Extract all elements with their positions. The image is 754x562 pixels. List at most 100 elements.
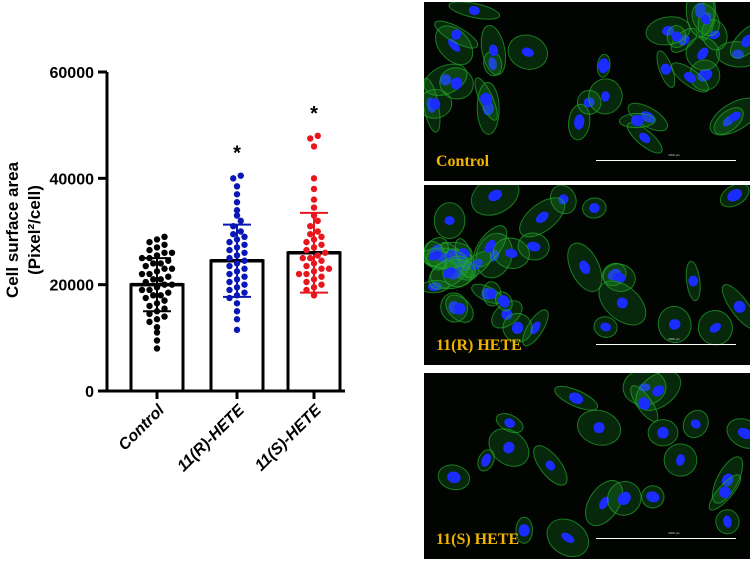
data-point [146,286,153,294]
cell-surface-area-chart: Cell surface area (Pixel²/cell) 0 20000 40… [3,65,345,475]
cell-nucleus [600,322,611,332]
cell-nucleus [671,31,682,42]
data-point [153,345,161,352]
cell-nucleus [657,426,669,439]
data-point [153,252,161,259]
data-point [241,265,248,272]
cell-nucleus [630,114,644,127]
data-point [146,254,153,262]
data-point [157,276,164,283]
data-point [233,212,241,219]
cell-nucleus [450,77,463,90]
data-point [307,222,314,230]
data-point [138,270,146,278]
data-point [153,244,161,251]
micrograph-11s-hete: 2000 µm 11(S) HETE [424,373,750,559]
data-point [168,281,176,288]
cell-cytoplasm [709,97,750,136]
cell-nucleus [616,297,628,309]
data-point [310,196,318,203]
cell-nucleus [613,272,626,283]
cell-nucleus [518,524,530,537]
data-point [233,292,241,299]
cell-nucleus [709,322,721,333]
data-point [150,276,157,283]
scale-bar-text: 2000 µm [668,531,680,535]
cell-nucleus [448,38,461,52]
data-point [318,265,325,272]
data-point [230,230,237,238]
data-point [303,270,310,278]
cell-nucleus [697,47,709,60]
y-axis-title-line2: (Pixel²/cell) [25,185,44,275]
data-point [161,313,168,320]
y-tick-label: 60000 [50,65,95,82]
data-point [314,132,321,139]
data-point [165,273,172,280]
data-point [146,270,153,278]
data-point [303,246,310,254]
scale-bar-text: 2000 µm [668,153,680,157]
panel-label-11r-hete: 11(R) HETE [436,337,522,354]
panel-label-11s-hete: 11(S) HETE [436,531,520,548]
micrograph-11r-hete: 2000 µm 11(R) HETE [424,185,750,365]
data-point [161,297,168,304]
cell-nucleus [530,321,541,335]
data-point [233,326,241,334]
data-point [314,217,321,225]
cell-nucleus [719,486,731,499]
significance-marker: * [310,103,318,125]
data-point [310,268,318,275]
data-point [153,308,161,315]
significance-marker: * [233,143,241,165]
y-tick-label: 0 [85,384,94,401]
data-point [230,222,237,230]
data-point [153,337,161,344]
cell-nucleus [688,275,699,287]
data-point [233,191,241,198]
scale-bar [596,344,736,345]
y-tick-label: 40000 [50,171,95,188]
cell-nucleus [668,319,681,330]
cell-nucleus [439,74,452,86]
data-point [146,238,153,246]
data-point [310,284,318,291]
cell-nucleus [480,92,493,106]
data-point [226,254,233,262]
data-point [226,246,233,254]
x-tick-label: 11(S)-HETE [252,401,326,475]
data-point [310,185,318,193]
bar-1 [209,259,265,393]
data-point [241,249,248,256]
data-point [310,276,318,283]
data-point [233,260,241,267]
cell-nucleus [535,211,549,223]
cell-nucleus [561,532,575,543]
data-point [233,308,241,315]
data-point [153,316,161,323]
data-point [307,254,314,262]
data-point [161,281,168,288]
data-point [230,175,237,182]
data-point [318,233,325,241]
data-point [310,292,318,299]
data-point [138,286,146,294]
data-point [226,294,233,302]
data-point [226,262,233,270]
data-point [233,276,241,283]
cell-nucleus [442,267,456,278]
data-point [153,300,161,307]
data-point [161,249,168,256]
data-point [310,204,318,211]
data-point [138,254,146,262]
data-point [303,238,310,246]
data-point [237,217,244,225]
data-point [307,135,314,142]
data-point [303,286,310,294]
data-point [310,244,318,251]
data-point [233,183,241,190]
cell-nucleus [683,72,696,83]
scale-bar [596,160,736,161]
data-point [310,260,318,267]
cell-nucleus [660,63,672,75]
